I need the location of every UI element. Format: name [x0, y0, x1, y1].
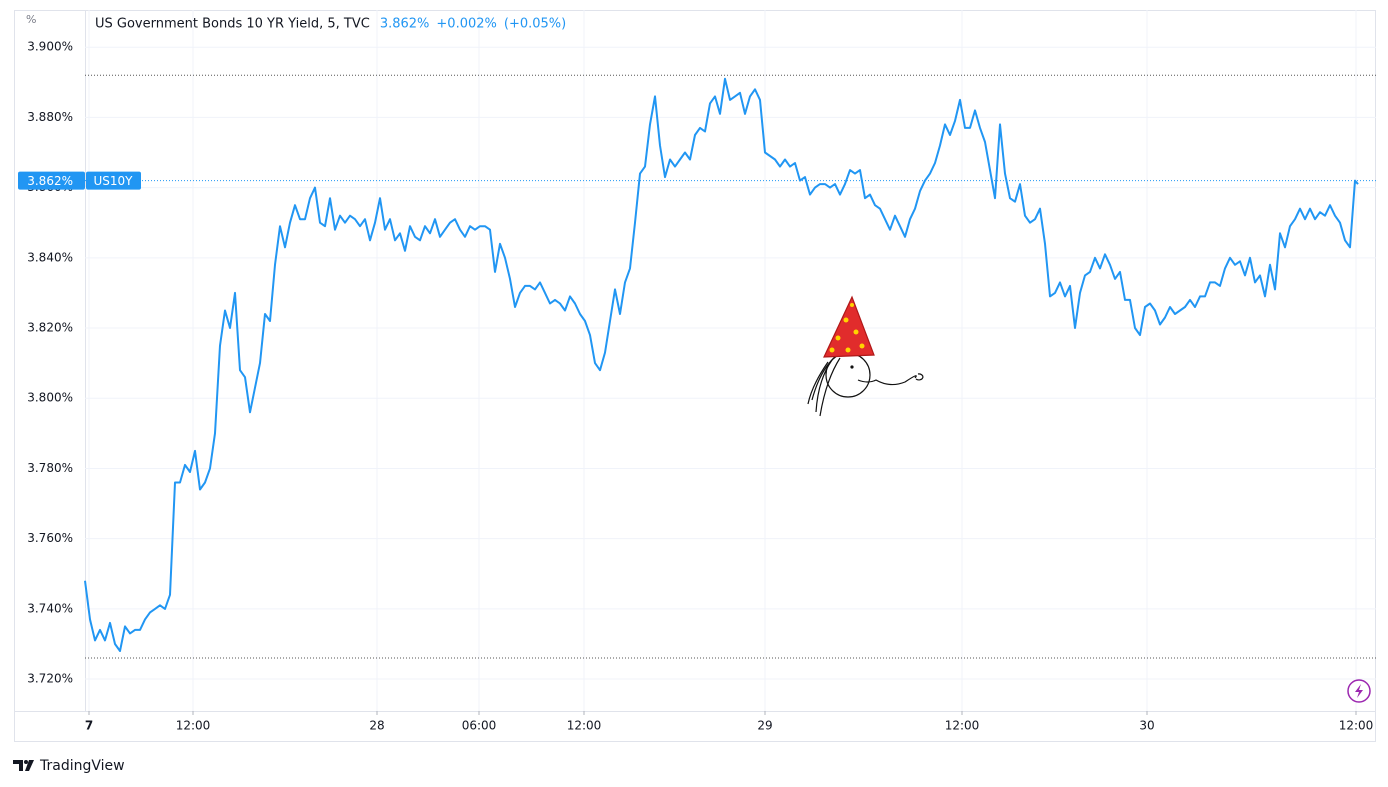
x-tick-label: 12:00	[1339, 719, 1374, 733]
brand-name: TradingView	[39, 758, 125, 774]
doodle	[807, 295, 924, 417]
brand-logo	[13, 760, 34, 771]
y-tick-label: 3.820%	[27, 321, 73, 335]
x-tick-label: 12:00	[567, 719, 602, 733]
grid	[85, 10, 1376, 711]
price-badge	[18, 171, 85, 190]
y-tick-label: 3.780%	[27, 461, 73, 475]
y-tick-label: 3.840%	[27, 250, 73, 264]
chart-frame	[14, 10, 1376, 742]
lightning-icon[interactable]	[1347, 679, 1371, 703]
marks	[84, 74, 1376, 659]
header-last: 3.862%	[380, 17, 430, 32]
legend-entry: US10Y	[94, 174, 134, 188]
header-change-pct: (+0.05%)	[504, 17, 566, 32]
x-tick-label: 29	[757, 719, 772, 733]
x-tick-label: 12:00	[945, 719, 980, 733]
x-tick-label: 7	[85, 719, 93, 733]
symbol-badge	[86, 171, 141, 190]
chart-title: US Government Bonds 10 YR Yield, 5, TVC	[95, 17, 370, 32]
y-tick-label: 3.880%	[27, 110, 73, 124]
y-tick-label: 3.720%	[27, 672, 73, 686]
y-tick-label: 3.740%	[27, 601, 73, 615]
x-tick-label: 06:00	[462, 719, 497, 733]
y-axis-unit: %	[26, 13, 36, 26]
y-tick-label: 3.800%	[27, 391, 73, 405]
header-change: +0.002%	[436, 17, 496, 32]
x-tick-label: 28	[369, 719, 384, 733]
price-badge-label: 3.862%	[27, 174, 73, 188]
x-tick-label: 30	[1139, 719, 1154, 733]
x-tick-label: 12:00	[176, 719, 211, 733]
y-tick-label: 3.760%	[27, 531, 73, 545]
y-tick-label: 3.900%	[27, 40, 73, 54]
series-line	[84, 77, 1359, 652]
